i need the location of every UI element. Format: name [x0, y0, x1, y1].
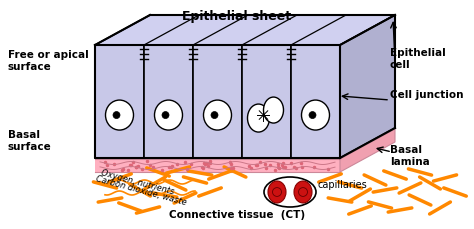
Text: Carbon dioxide, waste: Carbon dioxide, waste	[95, 174, 188, 207]
Ellipse shape	[106, 100, 134, 130]
Text: Free or apical
surface: Free or apical surface	[8, 50, 89, 72]
Ellipse shape	[264, 97, 283, 123]
Ellipse shape	[273, 188, 282, 196]
Text: Epithelial
cell: Epithelial cell	[390, 48, 446, 70]
Bar	[193, 45, 242, 158]
Ellipse shape	[299, 188, 308, 196]
Text: capillaries: capillaries	[318, 180, 368, 190]
Ellipse shape	[247, 104, 270, 132]
Ellipse shape	[264, 177, 316, 207]
Ellipse shape	[203, 100, 231, 130]
Polygon shape	[340, 129, 395, 172]
Bar	[95, 45, 144, 158]
Ellipse shape	[162, 112, 169, 119]
Ellipse shape	[301, 100, 329, 130]
Text: Basal
lamina: Basal lamina	[390, 145, 430, 167]
Text: Connective tissue  (CT): Connective tissue (CT)	[169, 210, 305, 220]
Bar	[291, 45, 340, 158]
Polygon shape	[95, 15, 395, 45]
Text: Cell junction: Cell junction	[390, 90, 464, 100]
Ellipse shape	[294, 181, 312, 203]
Bar	[144, 45, 193, 158]
Bar	[95, 159, 340, 172]
Text: Oxygen, nutrients: Oxygen, nutrients	[100, 168, 175, 196]
Text: Basal
surface: Basal surface	[8, 130, 52, 152]
Ellipse shape	[113, 112, 120, 119]
Ellipse shape	[309, 112, 316, 119]
Ellipse shape	[268, 181, 286, 203]
Bar	[242, 45, 291, 158]
Text: Epithelial sheet: Epithelial sheet	[182, 10, 292, 23]
Ellipse shape	[155, 100, 182, 130]
Ellipse shape	[211, 112, 218, 119]
Polygon shape	[340, 15, 395, 158]
